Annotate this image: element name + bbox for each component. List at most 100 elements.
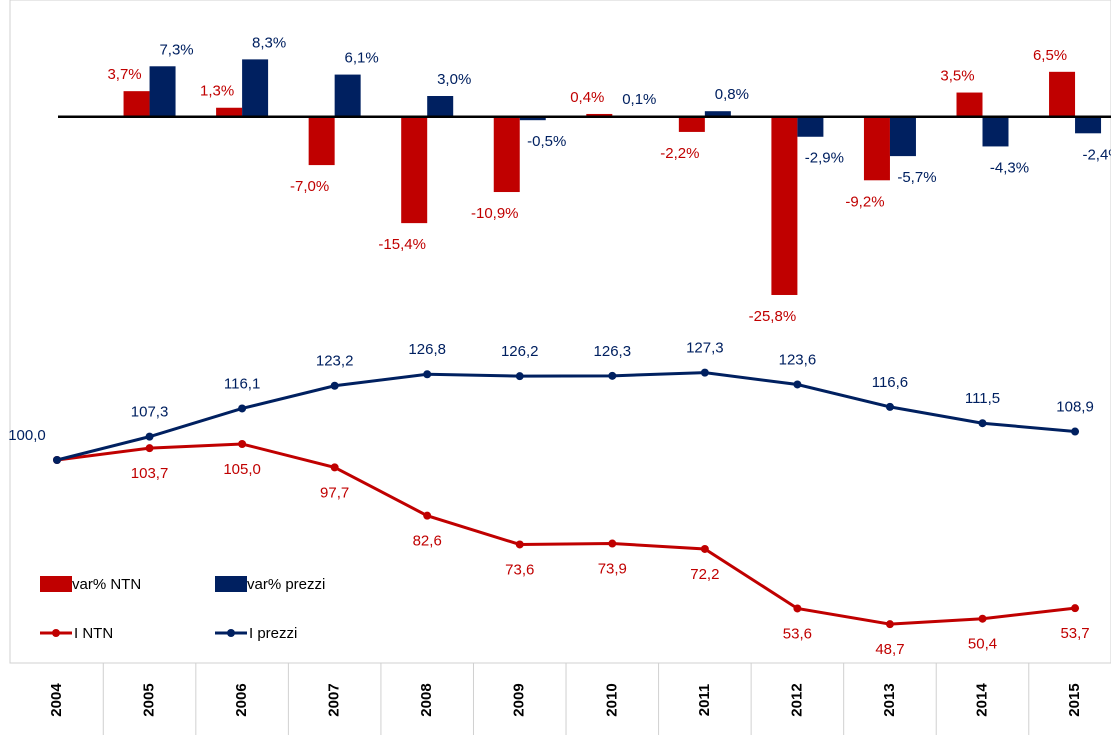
point xyxy=(700,544,709,553)
point xyxy=(978,419,987,428)
x-tick-label: 2007 xyxy=(326,683,343,716)
bar xyxy=(519,116,546,121)
data-label: -9,2% xyxy=(845,193,884,210)
data-label: 111,5 xyxy=(965,390,1000,407)
data-label: 73,6 xyxy=(505,561,534,578)
data-label: 126,8 xyxy=(408,341,446,358)
point xyxy=(423,511,432,520)
bar xyxy=(123,91,150,117)
legend-label: I prezzi xyxy=(249,625,297,642)
point xyxy=(423,370,432,379)
bar xyxy=(216,107,243,117)
x-tick-label: 2004 xyxy=(48,683,65,717)
data-label: -2,4% xyxy=(1082,146,1111,163)
bar xyxy=(863,116,890,181)
legend-label: var% NTN xyxy=(72,576,141,593)
point xyxy=(53,456,61,464)
data-label: 72,2 xyxy=(690,566,719,583)
data-label: 6,1% xyxy=(345,50,379,67)
bar xyxy=(242,59,269,117)
data-label: 107,3 xyxy=(131,404,169,421)
legend-swatch xyxy=(40,576,72,592)
bar xyxy=(956,92,983,117)
legend-marker xyxy=(227,629,235,637)
data-label: -5,7% xyxy=(897,169,936,186)
line xyxy=(56,371,1076,462)
point xyxy=(238,440,247,448)
bar xyxy=(401,116,428,224)
x-tick-label: 2011 xyxy=(696,684,713,717)
point xyxy=(515,372,524,381)
point xyxy=(1071,427,1080,436)
bar xyxy=(1075,116,1102,134)
data-label: -15,4% xyxy=(378,236,426,253)
bar xyxy=(797,116,824,137)
data-label: 3,7% xyxy=(107,66,141,83)
data-label: 0,4% xyxy=(570,89,604,106)
x-tick-label: 2012 xyxy=(788,683,805,716)
point xyxy=(608,539,617,548)
data-label: 82,6 xyxy=(413,533,442,550)
bar xyxy=(334,74,361,117)
legend-label: I NTN xyxy=(74,625,113,642)
point xyxy=(885,402,894,411)
point xyxy=(330,463,339,472)
bar xyxy=(308,116,335,166)
point xyxy=(793,604,802,613)
data-label: -2,9% xyxy=(805,150,844,167)
bar xyxy=(1049,71,1076,117)
bar xyxy=(427,96,454,117)
data-label: 126,3 xyxy=(594,343,632,360)
data-label: 0,8% xyxy=(715,86,749,103)
point xyxy=(793,380,802,389)
data-label: 73,9 xyxy=(598,560,627,577)
bar xyxy=(586,113,613,117)
data-label: -0,5% xyxy=(527,133,566,150)
bar xyxy=(678,116,705,132)
data-label: 127,3 xyxy=(686,340,724,357)
data-label: -2,2% xyxy=(660,145,699,162)
data-label: 100,0 xyxy=(8,427,46,444)
data-label: 103,7 xyxy=(131,465,169,482)
data-label: 116,6 xyxy=(872,374,908,391)
point xyxy=(608,371,617,380)
point xyxy=(700,368,709,377)
data-label: 6,5% xyxy=(1033,47,1067,64)
data-label: 108,9 xyxy=(1056,398,1094,415)
bar xyxy=(982,116,1009,147)
data-label: 3,5% xyxy=(940,68,974,85)
plot-frame xyxy=(9,0,1111,664)
x-tick-label: 2014 xyxy=(973,683,990,717)
point xyxy=(978,614,987,623)
point xyxy=(1071,604,1080,613)
data-label: 105,0 xyxy=(223,461,261,478)
data-label: 48,7 xyxy=(875,641,904,658)
data-label: -7,0% xyxy=(290,178,329,195)
x-tick-label: 2008 xyxy=(418,683,435,716)
point xyxy=(515,540,524,549)
x-tick-label: 2013 xyxy=(881,683,898,716)
legend-marker xyxy=(52,629,60,637)
data-label: 8,3% xyxy=(252,34,286,51)
bar xyxy=(149,66,176,117)
data-label: -25,8% xyxy=(749,308,797,325)
data-label: 116,1 xyxy=(224,375,260,392)
point xyxy=(145,444,154,453)
data-label: -4,3% xyxy=(990,159,1029,176)
bar xyxy=(771,116,798,295)
x-tick-label: 2010 xyxy=(603,683,620,716)
point xyxy=(145,432,154,441)
bar xyxy=(889,116,916,157)
bar xyxy=(704,111,731,117)
x-tick-label: 2015 xyxy=(1066,683,1083,716)
data-label: 1,3% xyxy=(200,83,234,100)
data-label: 53,7 xyxy=(1060,625,1089,642)
point xyxy=(885,620,894,629)
data-label: 123,6 xyxy=(779,351,817,368)
data-label: 3,0% xyxy=(437,71,471,88)
data-label: 123,2 xyxy=(316,353,354,370)
x-tick-label: 2005 xyxy=(141,683,158,716)
data-label: 0,1% xyxy=(622,91,656,108)
legend-label: var% prezzi xyxy=(247,576,325,593)
